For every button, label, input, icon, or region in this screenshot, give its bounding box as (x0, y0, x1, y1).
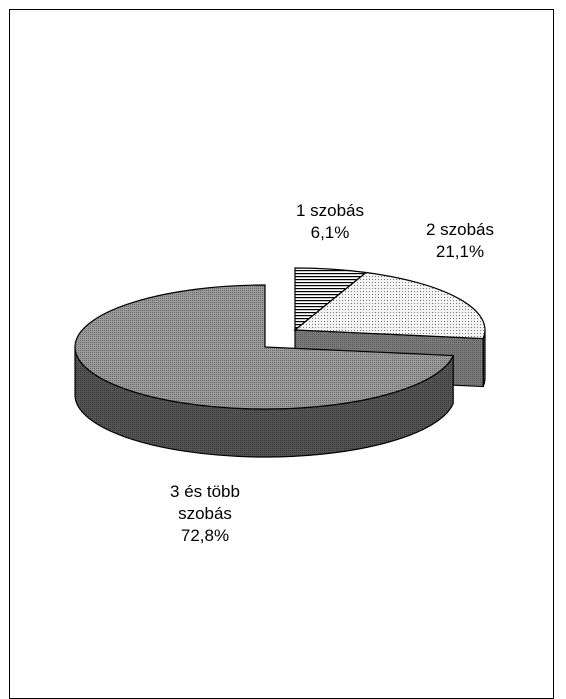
pie-slice-3-es-tobb-szobas (74, 284, 455, 410)
slice-label-3-es-tobb-szobas: 3 és több szobás 72,8% (140, 481, 270, 547)
slice-label-name: 3 és több (170, 482, 240, 501)
slice-label-value: 72,8% (180, 526, 230, 545)
slice-label-name: 2 szobás (425, 220, 495, 239)
slice-label-1-szobas: 1 szobás 6,1% (275, 200, 385, 244)
slice-label-2-szobas: 2 szobás 21,1% (405, 219, 515, 263)
slice-label-name-cont: szobás (178, 504, 232, 523)
slice-label-value: 6,1% (310, 223, 350, 242)
slice-label-name: 1 szobás (295, 201, 365, 220)
pie-slice-2-szobas (293, 271, 486, 340)
slice-label-value: 21,1% (435, 242, 485, 261)
